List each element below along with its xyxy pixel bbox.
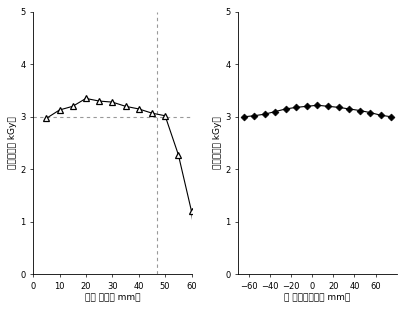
X-axis label: 垂直 深度（ mm）: 垂直 深度（ mm） (85, 294, 140, 303)
Y-axis label: 吸收能量（ kGy）: 吸收能量（ kGy） (213, 117, 222, 169)
Y-axis label: 吸收能量（ kGy）: 吸收能量（ kGy） (9, 117, 17, 169)
X-axis label: 表 层水平位置（ mm）: 表 层水平位置（ mm） (284, 294, 351, 303)
